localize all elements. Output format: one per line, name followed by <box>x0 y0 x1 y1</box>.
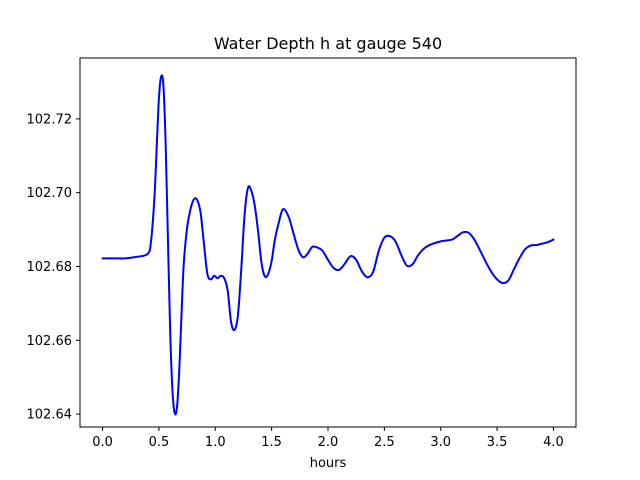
y-tick-label: 102.66 <box>27 334 73 349</box>
x-tick-label: 0.5 <box>149 435 170 450</box>
x-tick-label: 0.0 <box>92 435 113 450</box>
y-tick-label: 102.70 <box>27 186 73 201</box>
y-axis-ticks: 102.64 102.66 102.68 102.70 102.72 <box>27 112 80 423</box>
plot-area: 0.0 0.5 1.0 1.5 2.0 2.5 3.0 3.5 4.0 102.64 102.66… <box>27 57 577 450</box>
x-tick-label: 3.0 <box>430 435 451 450</box>
x-tick-label: 1.5 <box>261 435 282 450</box>
x-axis-ticks: 0.0 0.5 1.0 1.5 2.0 2.5 3.0 3.5 4.0 <box>92 427 564 450</box>
chart-title: Water Depth h at gauge 540 <box>214 34 442 53</box>
y-tick-label: 102.64 <box>27 408 73 423</box>
x-tick-label: 4.0 <box>543 435 564 450</box>
series-line-h <box>101 74 555 416</box>
x-tick-label: 2.0 <box>318 435 339 450</box>
y-tick-label: 102.68 <box>27 260 73 275</box>
y-tick-label: 102.72 <box>27 112 73 127</box>
series-layer <box>101 74 555 416</box>
x-axis-label: hours <box>310 456 347 471</box>
x-tick-label: 2.5 <box>374 435 395 450</box>
x-tick-label: 1.0 <box>205 435 226 450</box>
x-tick-label: 3.5 <box>487 435 508 450</box>
